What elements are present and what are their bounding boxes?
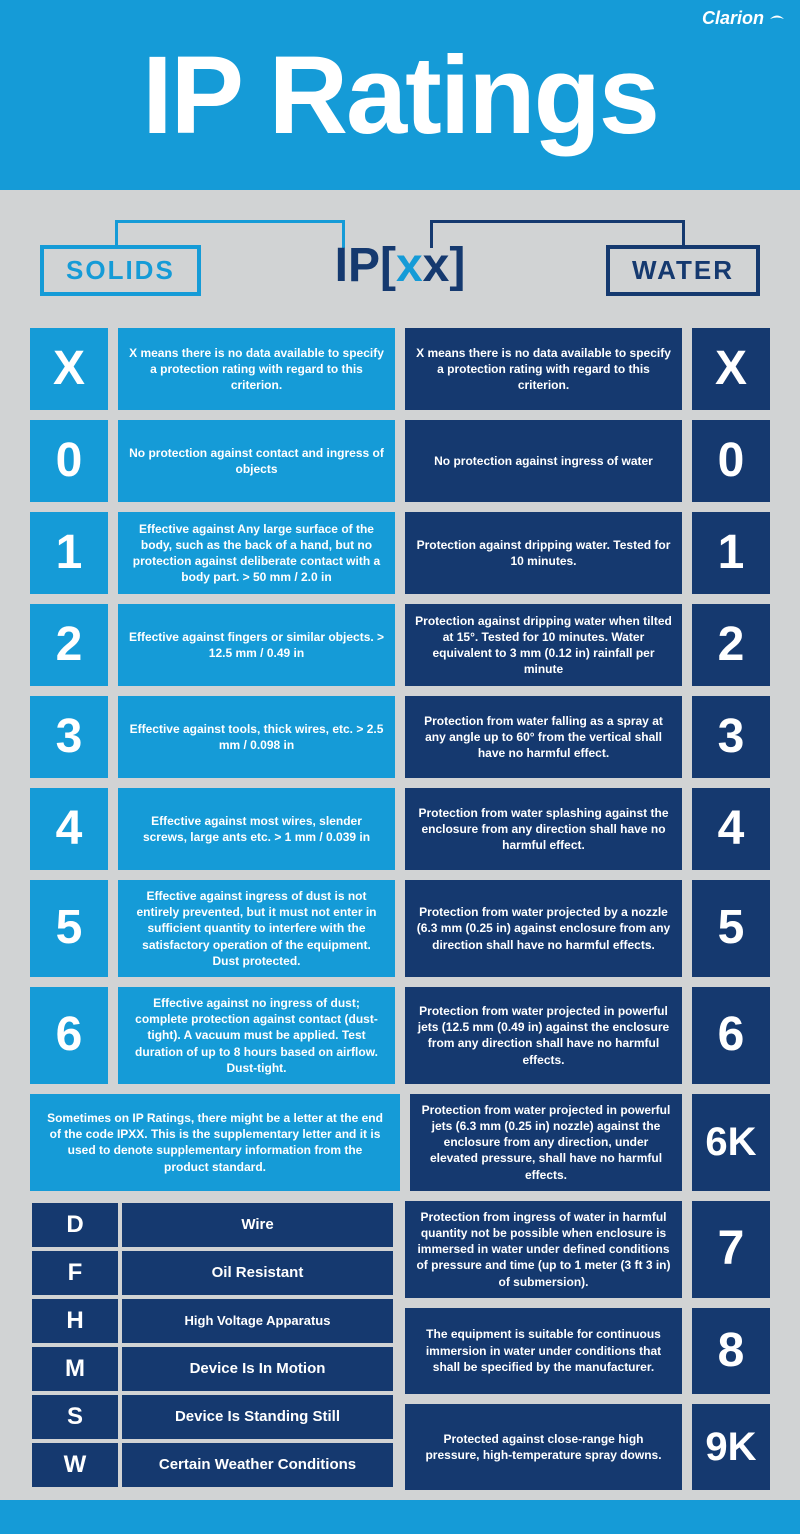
solids-desc: Effective against tools, thick wires, et… (118, 696, 395, 778)
water-code: 4 (692, 788, 770, 870)
supp-label: High Voltage Apparatus (120, 1297, 395, 1345)
solids-desc: Effective against ingress of dust is not… (118, 880, 395, 977)
solids-code: X (30, 328, 108, 410)
supp-letter: S (30, 1393, 120, 1441)
water-code: 3 (692, 696, 770, 778)
solids-code: 5 (30, 880, 108, 977)
water-desc: No protection against ingress of water (405, 420, 682, 502)
solids-code: 3 (30, 696, 108, 778)
water-code: 9K (692, 1404, 770, 1490)
rating-row: X X means there is no data available to … (30, 328, 770, 410)
supp-letter: M (30, 1345, 120, 1393)
solids-desc: Effective against most wires, slender sc… (118, 788, 395, 870)
water-desc: Protection from water splashing against … (405, 788, 682, 870)
water-code: 0 (692, 420, 770, 502)
water-code: X (692, 328, 770, 410)
page-title: IP Ratings (142, 32, 658, 159)
supplementary-note: Sometimes on IP Ratings, there might be … (30, 1094, 400, 1191)
supp-label: Wire (120, 1201, 395, 1249)
rating-row: 2 Effective against fingers or similar o… (30, 604, 770, 686)
water-code: 6K (692, 1094, 770, 1191)
supp-letter: D (30, 1201, 120, 1249)
water-desc: Protection from ingress of water in harm… (405, 1201, 682, 1298)
ratings-grid: X X means there is no data available to … (0, 320, 800, 1490)
note-row: Sometimes on IP Ratings, there might be … (30, 1094, 770, 1191)
solids-code: 6 (30, 987, 108, 1084)
ipxx-label: IP[xx] (335, 238, 466, 293)
water-code: 8 (692, 1308, 770, 1394)
water-desc: X means there is no data available to sp… (405, 328, 682, 410)
supp-letter: F (30, 1249, 120, 1297)
header: Clarion IP Ratings (0, 0, 800, 190)
solids-desc: X means there is no data available to sp… (118, 328, 395, 410)
supp-label: Oil Resistant (120, 1249, 395, 1297)
solids-code: 0 (30, 420, 108, 502)
supp-label: Device Is Standing Still (120, 1393, 395, 1441)
solids-code: 1 (30, 512, 108, 594)
rating-row: 1 Effective against Any large surface of… (30, 512, 770, 594)
rating-row: 5 Effective against ingress of dust is n… (30, 880, 770, 977)
water-code: 1 (692, 512, 770, 594)
water-code: 5 (692, 880, 770, 977)
water-desc: Protected against close-range high press… (405, 1404, 682, 1490)
water-desc: Protection from water projected by a noz… (405, 880, 682, 977)
water-desc: Protection from water falling as a spray… (405, 696, 682, 778)
water-label: WATER (606, 245, 760, 296)
water-code: 7 (692, 1201, 770, 1298)
supp-label: Device Is In Motion (120, 1345, 395, 1393)
solids-label: SOLIDS (40, 245, 201, 296)
supp-letter: H (30, 1297, 120, 1345)
rating-row: 4 Effective against most wires, slender … (30, 788, 770, 870)
legend: SOLIDS IP[xx] WATER (0, 190, 800, 320)
solids-code: 2 (30, 604, 108, 686)
water-desc: Protection against dripping water when t… (405, 604, 682, 686)
rating-row: 3 Effective against tools, thick wires, … (30, 696, 770, 778)
rating-row: Protected against close-range high press… (405, 1404, 770, 1490)
water-desc: The equipment is suitable for continuous… (405, 1308, 682, 1394)
rating-row: 6 Effective against no ingress of dust; … (30, 987, 770, 1084)
solids-code: 4 (30, 788, 108, 870)
water-desc: Protection against dripping water. Teste… (405, 512, 682, 594)
solids-desc: Effective against fingers or similar obj… (118, 604, 395, 686)
solids-desc: No protection against contact and ingres… (118, 420, 395, 502)
supplementary-table: DWire FOil Resistant HHigh Voltage Appar… (30, 1201, 395, 1490)
footer-bar (0, 1500, 800, 1534)
rating-row: The equipment is suitable for continuous… (405, 1308, 770, 1394)
rating-row: 0 No protection against contact and ingr… (30, 420, 770, 502)
water-desc: Protection from water projected in power… (410, 1094, 682, 1191)
supp-letter: W (30, 1441, 120, 1489)
rating-row: Protection from ingress of water in harm… (405, 1201, 770, 1298)
solids-desc: Effective against Any large surface of t… (118, 512, 395, 594)
supp-label: Certain Weather Conditions (120, 1441, 395, 1489)
water-code: 6 (692, 987, 770, 1084)
water-code: 2 (692, 604, 770, 686)
water-desc: Protection from water projected in power… (405, 987, 682, 1084)
brand-logo: Clarion (702, 8, 786, 29)
solids-desc: Effective against no ingress of dust; co… (118, 987, 395, 1084)
